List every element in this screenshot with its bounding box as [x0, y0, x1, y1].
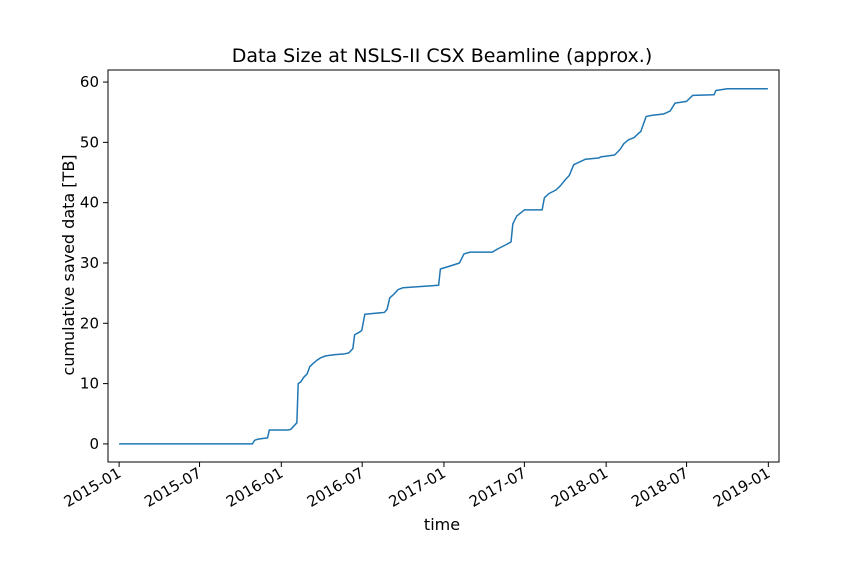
- y-tick-label: 0: [89, 435, 99, 453]
- x-tick-label: 2018-01: [548, 464, 611, 511]
- x-tick-label: 2019-01: [710, 464, 773, 511]
- y-tick-label: 10: [80, 375, 99, 393]
- y-tick-label: 50: [80, 133, 99, 151]
- x-tick-label: 2016-01: [223, 464, 286, 511]
- x-tick-label: 2017-01: [386, 464, 449, 511]
- x-tick-label: 2015-07: [141, 464, 204, 511]
- plot-area: 0 10 20 30 40 50 60 2015-01 2015-07 2016-01 2016-0…: [61, 69, 780, 511]
- series-line: [119, 87, 768, 445]
- y-tick-label: 20: [80, 314, 99, 332]
- x-tick-label: 2018-07: [628, 464, 691, 511]
- y-tick-label: 40: [80, 194, 99, 212]
- plot-frame: [107, 69, 780, 463]
- x-tick-label: 2015-01: [61, 464, 124, 511]
- y-tick-label: 60: [80, 73, 99, 91]
- x-tick-label: 2017-07: [466, 464, 529, 511]
- chart-title: Data Size at NSLS-II CSX Beamline (appro…: [232, 45, 653, 67]
- x-axis-label: time: [424, 515, 460, 534]
- y-tick-label: 30: [80, 254, 99, 272]
- y-axis-label: cumulative saved data [TB]: [59, 154, 78, 375]
- x-tick-label: 2016-07: [304, 464, 367, 511]
